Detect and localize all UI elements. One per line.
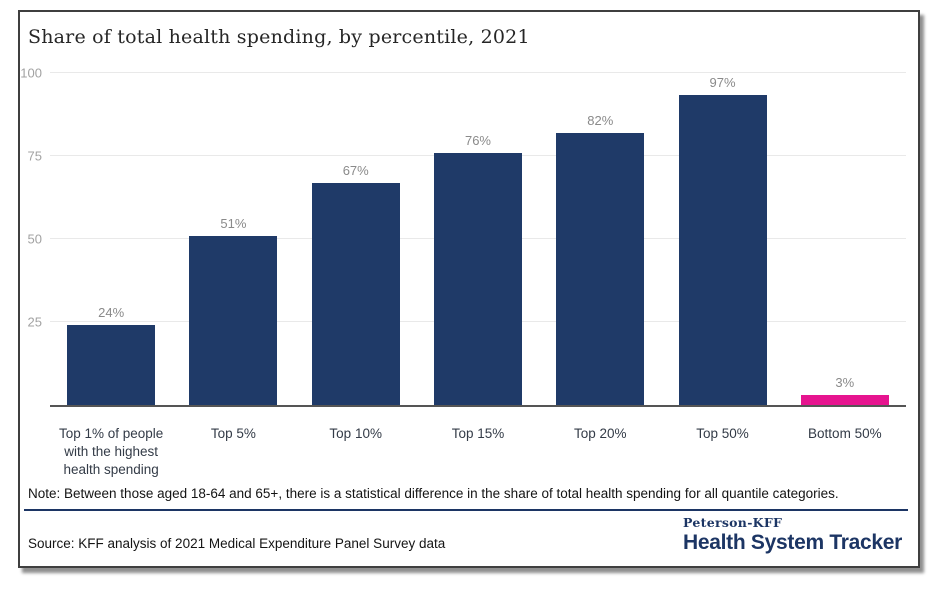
bar-data-label: 24% — [98, 305, 125, 320]
bar-data-label: 51% — [220, 216, 247, 231]
bar-top20 — [556, 133, 645, 405]
bar-data-label: 67% — [342, 163, 369, 178]
logo-health-system-tracker-text: Health System Tracker — [683, 531, 902, 554]
bar-top50 — [678, 95, 767, 405]
x-axis-label-top20: Top 20% — [573, 426, 627, 441]
bar-column-top15: 76% — [417, 75, 539, 405]
footer-divider — [24, 509, 908, 511]
bar-column-top50: 97% — [661, 75, 783, 405]
plot-area: 100 75 50 25 24% 51% 67% 76% — [20, 65, 906, 407]
bar-top5 — [189, 236, 278, 405]
logo-peterson-kff-text: Peterson-KFF — [683, 515, 783, 530]
y-axis-tick-label: 75 — [27, 148, 42, 163]
bars-container: 24% 51% 67% 76% 82% 97% — [50, 75, 906, 405]
x-axis-labels: Top 1% of people with the highest health… — [50, 417, 906, 478]
bar-top15 — [433, 153, 522, 405]
bar-data-label: 82% — [587, 113, 614, 128]
x-axis-label-bottom50: Bottom 50% — [808, 426, 882, 441]
chart-source: Source: KFF analysis of 2021 Medical Exp… — [28, 536, 446, 551]
x-axis-label-top10: Top 10% — [329, 426, 382, 441]
bar-top1 — [67, 325, 156, 405]
bar-top10 — [311, 183, 400, 405]
bar-data-label: 97% — [709, 75, 736, 90]
bar-column-top20: 82% — [539, 75, 661, 405]
x-axis-label-top1: Top 1% of people with the highest health… — [58, 426, 164, 477]
x-axis-label-top50: Top 50% — [696, 426, 749, 441]
bar-data-label: 76% — [464, 133, 491, 148]
bar-column-top5: 51% — [172, 75, 294, 405]
x-axis-label-top15: Top 15% — [451, 426, 505, 441]
y-axis-tick-label: 100 — [20, 65, 42, 80]
chart-card: Share of total health spending, by perce… — [18, 10, 920, 568]
chart-note: Note: Between those aged 18-64 and 65+, … — [28, 486, 839, 501]
x-axis-label-top5: Top 5% — [210, 426, 256, 441]
y-axis-tick-label: 50 — [27, 231, 42, 246]
chart-title: Share of total health spending, by perce… — [28, 26, 530, 48]
bar-column-top10: 67% — [295, 75, 417, 405]
bar-data-label: 3% — [835, 375, 855, 390]
bar-bottom50 — [800, 395, 889, 405]
y-axis-tick-label: 25 — [27, 314, 42, 329]
bar-column-top1: 24% — [50, 75, 172, 405]
gridline-100: 100 — [20, 65, 906, 80]
health-system-tracker-logo: Peterson-KFF Health System Tracker — [683, 515, 908, 555]
bar-column-bottom50: 3% — [784, 75, 906, 405]
